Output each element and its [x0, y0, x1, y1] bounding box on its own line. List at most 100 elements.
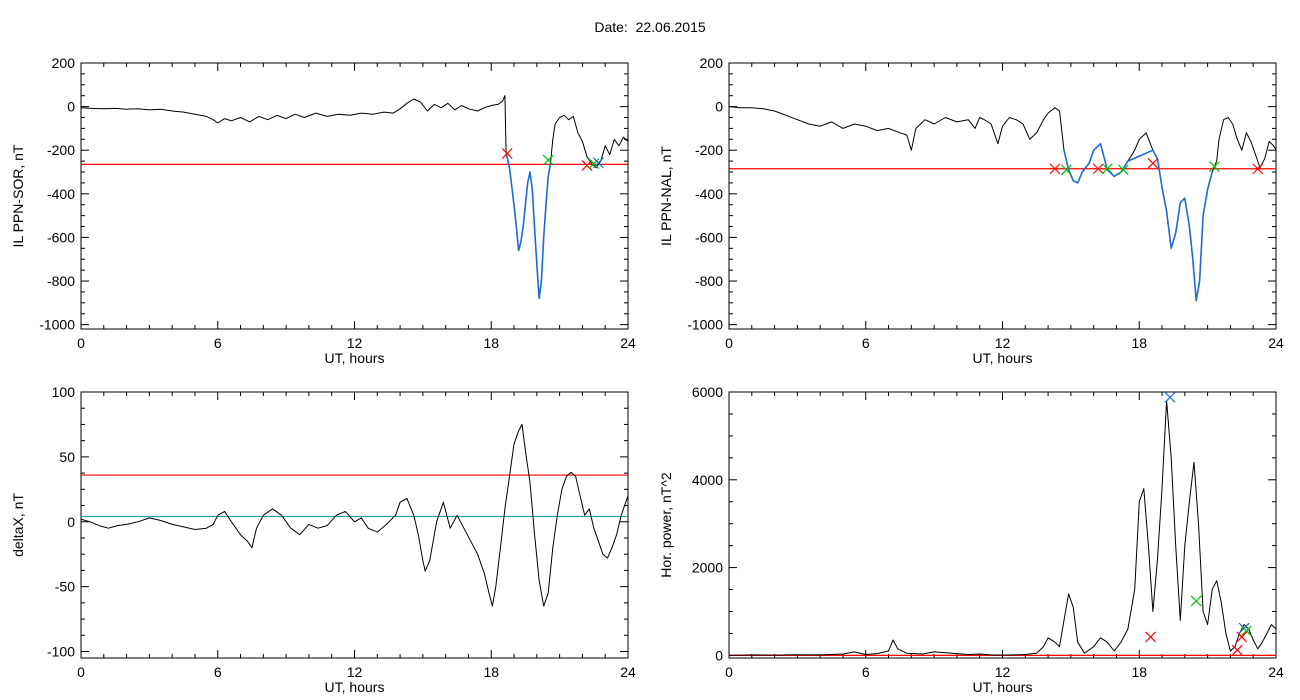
marker-stroke	[1164, 391, 1176, 403]
y-tick-label: -800	[47, 273, 75, 289]
x-tick-label: 24	[1268, 664, 1284, 680]
y-tick-label: 0	[715, 647, 723, 663]
y-tick-label: -600	[47, 229, 75, 245]
plot-frame	[728, 62, 1277, 330]
plot-frame	[80, 391, 629, 659]
marker-5	[592, 157, 604, 169]
x-tick-label: 18	[1131, 335, 1147, 351]
marker-7	[1209, 161, 1220, 172]
date-title: Date: 22.06.2015	[594, 19, 706, 35]
y-tick-label: 0	[67, 99, 75, 115]
marker-stroke	[1231, 644, 1243, 656]
marker-stroke	[592, 157, 604, 169]
x-axis-label: UT, hours	[973, 679, 1033, 695]
series-line-1	[81, 423, 628, 607]
series-line-1	[81, 95, 628, 299]
series-line-2	[505, 152, 552, 300]
y-tick-label: -1000	[687, 317, 723, 333]
y-tick-label: -200	[47, 142, 75, 158]
marker-stroke	[1049, 163, 1061, 175]
marker-8	[1252, 163, 1264, 175]
x-axis-label: UT, hours	[325, 679, 385, 695]
series-line-1	[729, 400, 1276, 656]
marker-stroke	[1101, 163, 1113, 175]
x-tick-label: 6	[862, 335, 870, 351]
x-tick-label: 0	[77, 335, 85, 351]
x-axis-label: UT, hours	[325, 350, 385, 366]
marker-stroke	[1190, 595, 1202, 607]
x-tick-label: 6	[214, 664, 222, 680]
marker-1	[1145, 631, 1157, 643]
y-tick-label: 0	[715, 99, 723, 115]
y-tick-label: -100	[47, 644, 75, 660]
marker-3	[1092, 163, 1104, 175]
x-tick-label: 0	[725, 335, 733, 351]
marker-stroke	[588, 158, 600, 170]
chart-panel-1: 0 6 12 18 24 200 0 -200 -400 -600 -800 -1000 UT, hou…	[10, 55, 636, 366]
y-axis-label: IL PPN-NAL, nT	[658, 146, 674, 246]
x-tick-label: 18	[483, 664, 499, 680]
y-axis-label: Hor. power, nT^2	[658, 472, 674, 578]
plot-frame	[728, 391, 1277, 659]
marker-stroke	[1252, 163, 1264, 175]
marker-stroke	[1117, 164, 1129, 176]
marker-stroke	[501, 148, 513, 159]
y-tick-label: -200	[695, 142, 723, 158]
y-tick-label: -800	[695, 273, 723, 289]
y-tick-label: 200	[700, 55, 724, 71]
x-tick-label: 18	[483, 335, 499, 351]
marker-6	[1240, 625, 1252, 637]
marker-4	[1231, 644, 1243, 656]
marker-stroke	[1060, 164, 1072, 176]
x-tick-label: 18	[1131, 664, 1147, 680]
marker-6	[1147, 157, 1159, 169]
marker-stroke	[1209, 161, 1220, 172]
marker-2	[1164, 391, 1176, 403]
marker-stroke	[1092, 163, 1104, 175]
y-axis-label: deltaX, nT	[10, 493, 26, 557]
marker-stroke	[1147, 157, 1159, 169]
chart-panel-2: 0 6 12 18 24 200 0 -200 -400 -600 -800 -1000 UT, hou…	[658, 55, 1284, 366]
x-tick-label: 6	[214, 335, 222, 351]
x-tick-label: 24	[620, 335, 636, 351]
marker-stroke	[1145, 631, 1157, 643]
marker-4	[588, 158, 600, 170]
y-tick-label: 50	[59, 449, 75, 465]
marker-2	[1060, 164, 1072, 176]
x-tick-label: 12	[995, 335, 1011, 351]
marker-5	[1117, 164, 1129, 176]
marker-3	[1190, 595, 1202, 607]
marker-3	[581, 160, 593, 171]
chart-panel-3: 0 6 12 18 24 100 50 0 -50 -100 UT, hours deltaX, nT	[10, 384, 636, 695]
y-axis-label: IL PPN-SOR, nT	[10, 144, 26, 247]
y-tick-label: -50	[55, 579, 75, 595]
x-tick-label: 0	[725, 664, 733, 680]
x-axis-label: UT, hours	[973, 350, 1033, 366]
x-tick-label: 24	[1268, 335, 1284, 351]
series-line-2	[1063, 142, 1213, 302]
x-tick-label: 12	[347, 664, 363, 680]
y-tick-label: 200	[52, 55, 76, 71]
y-tick-label: -400	[47, 186, 75, 202]
x-tick-label: 24	[620, 664, 636, 680]
marker-stroke	[542, 154, 554, 166]
x-tick-label: 6	[862, 664, 870, 680]
y-tick-label: 2000	[692, 560, 723, 576]
y-tick-label: -600	[695, 229, 723, 245]
marker-2	[542, 154, 554, 166]
x-tick-label: 12	[347, 335, 363, 351]
marker-stroke	[1236, 631, 1248, 643]
x-tick-label: 0	[77, 664, 85, 680]
marker-4	[1101, 163, 1113, 175]
marker-1	[501, 148, 513, 159]
marker-1	[1049, 163, 1061, 175]
y-tick-label: -400	[695, 186, 723, 202]
y-tick-label: 0	[67, 514, 75, 530]
y-tick-label: 4000	[692, 472, 723, 488]
marker-stroke	[581, 160, 593, 171]
y-tick-label: 100	[52, 384, 76, 400]
marker-stroke	[1240, 625, 1252, 637]
chart-panel-4: 0 6 12 18 24 6000 4000 2000 0 UT, hours Hor. power…	[658, 384, 1284, 695]
marker-7	[1236, 631, 1248, 643]
